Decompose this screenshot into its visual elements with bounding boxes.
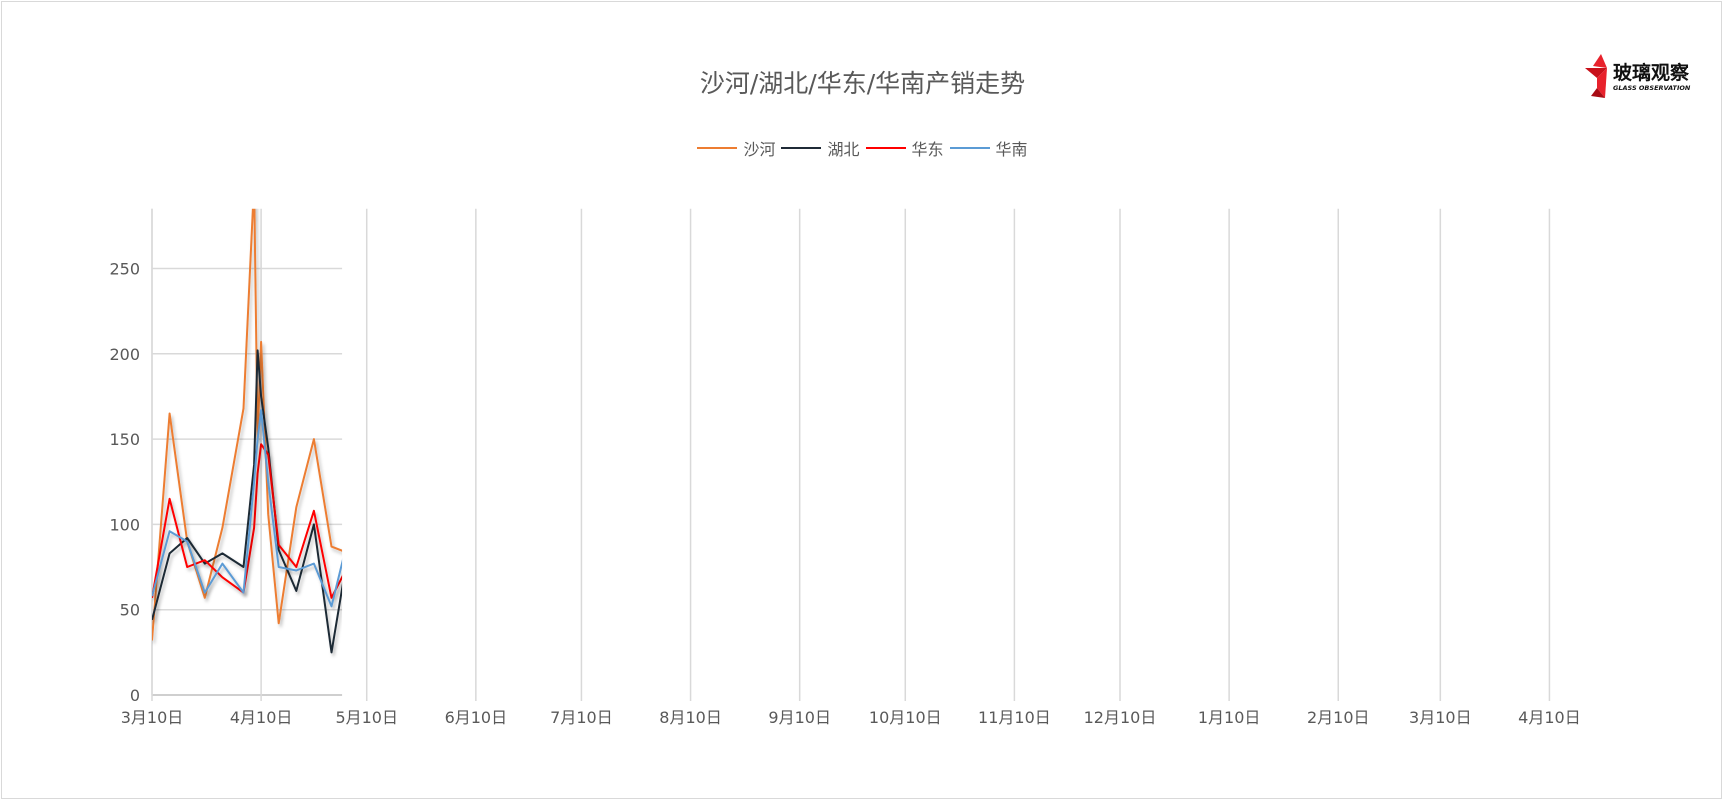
legend-swatch-shahe bbox=[697, 147, 738, 149]
x-tick-label: 9月10日 bbox=[768, 708, 831, 727]
legend-item-huanan[interactable]: 华南 bbox=[949, 136, 1028, 160]
x-tick-label: 3月10日 bbox=[1409, 708, 1472, 727]
legend-swatch-hubei bbox=[781, 147, 822, 149]
y-tick-label: 150 bbox=[109, 430, 140, 449]
x-tick-label: 5月10日 bbox=[335, 708, 398, 727]
series-line-shahe[interactable] bbox=[152, 183, 1620, 695]
plot-area bbox=[152, 183, 1620, 695]
series-line-huadong[interactable] bbox=[152, 443, 1620, 695]
y-tick-label: 200 bbox=[109, 345, 140, 364]
x-tick-label: 10月10日 bbox=[869, 708, 942, 727]
x-tick-label: 11月10日 bbox=[978, 708, 1051, 727]
legend-item-shahe[interactable]: 沙河 bbox=[697, 136, 775, 160]
series-line-huanan[interactable] bbox=[152, 409, 1620, 695]
x-tick-label: 1月10日 bbox=[1198, 708, 1261, 727]
legend-swatch-huadong bbox=[865, 147, 906, 149]
x-tick-label: 4月10日 bbox=[1518, 708, 1581, 727]
x-tick-label: 3月10日 bbox=[121, 708, 184, 727]
y-tick-label: 0 bbox=[130, 686, 140, 705]
legend: 沙河 湖北 华东 华南 bbox=[0, 136, 1725, 160]
legend-item-huadong[interactable]: 华东 bbox=[865, 136, 944, 160]
x-tick-label: 6月10日 bbox=[445, 708, 508, 727]
y-tick-label: 250 bbox=[109, 260, 140, 279]
logo-star-icon bbox=[1585, 54, 1607, 98]
legend-label-shahe: 沙河 bbox=[743, 140, 776, 159]
x-tick-label: 2月10日 bbox=[1307, 708, 1370, 727]
logo-text-en: GLASS OBSERVATION bbox=[1613, 84, 1691, 92]
legend-label-hubei: 湖北 bbox=[827, 140, 860, 159]
series-line-hubei[interactable] bbox=[152, 349, 1620, 695]
logo-text-cn: 玻璃观察 bbox=[1613, 62, 1690, 84]
legend-swatch-huanan bbox=[949, 147, 990, 149]
y-tick-label: 100 bbox=[109, 515, 140, 534]
legend-label-huadong: 华东 bbox=[911, 140, 944, 159]
y-tick-label: 50 bbox=[120, 601, 140, 620]
x-tick-label: 4月10日 bbox=[230, 708, 293, 727]
legend-item-hubei[interactable]: 湖北 bbox=[781, 136, 860, 160]
chart-title: 沙河/湖北/华东/华南产销走势 bbox=[699, 69, 1026, 98]
logo: 玻璃观察 GLASS OBSERVATION bbox=[1585, 52, 1705, 102]
legend-label-huanan: 华南 bbox=[995, 140, 1028, 159]
x-tick-label: 8月10日 bbox=[659, 708, 722, 727]
x-tick-label: 12月10日 bbox=[1084, 708, 1157, 727]
x-tick-label: 7月10日 bbox=[550, 708, 613, 727]
